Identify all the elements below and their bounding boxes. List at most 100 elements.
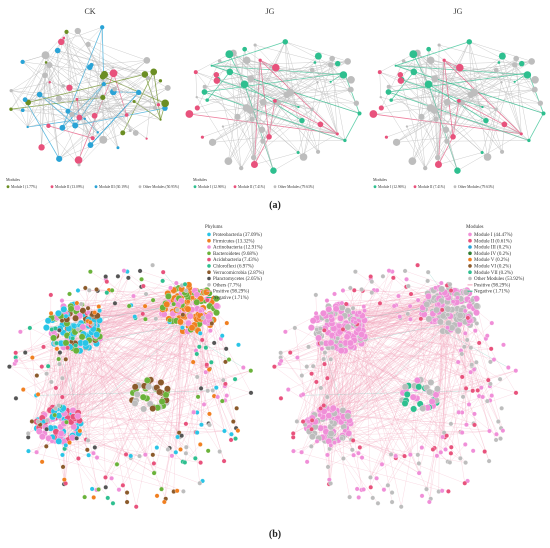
network-node	[431, 75, 438, 82]
network-node	[329, 420, 333, 424]
network-node	[161, 100, 169, 108]
network-node	[326, 306, 332, 312]
network-node	[439, 286, 445, 292]
network-node	[433, 392, 439, 398]
network-edge	[285, 42, 330, 65]
network-node	[474, 303, 480, 309]
network-node	[41, 345, 45, 349]
network-node	[449, 288, 453, 292]
network-node	[225, 393, 229, 397]
network-edge	[502, 124, 504, 151]
network-node	[86, 453, 90, 457]
network-node	[494, 68, 499, 73]
network-node	[18, 330, 22, 334]
legend-swatch	[234, 185, 237, 188]
network-jg-2	[369, 39, 545, 174]
network-node	[329, 314, 333, 318]
network-node	[463, 289, 469, 295]
network-node	[416, 453, 420, 457]
network-node	[391, 276, 395, 280]
network-node	[320, 310, 326, 316]
network-node	[157, 103, 160, 106]
network-node	[260, 139, 265, 144]
legend-label: Other Modules (79.63%)	[278, 185, 315, 189]
network-node	[348, 286, 352, 290]
network-edge	[46, 55, 59, 98]
network-node	[26, 431, 30, 435]
legend-label: Module II (0.61%)	[474, 239, 512, 244]
network-node	[469, 346, 473, 350]
network-node	[14, 396, 18, 400]
legend-label: Module IV (0.2%)	[474, 252, 511, 257]
legend-swatch	[95, 185, 98, 188]
legend-swatch	[468, 233, 472, 237]
network-node	[463, 309, 467, 313]
network-node	[427, 500, 431, 504]
network-node	[458, 456, 462, 460]
legend-swatch	[374, 185, 377, 188]
legend-label: Other Modules (50.95%)	[143, 185, 180, 189]
network-node	[64, 30, 68, 34]
network-node	[485, 334, 489, 338]
network-node	[110, 69, 118, 77]
network-node	[466, 316, 470, 320]
network-node	[196, 96, 198, 98]
legend-label: Module II (13.09%)	[55, 185, 85, 189]
network-node	[222, 125, 224, 127]
network-node	[214, 77, 220, 83]
network-node	[159, 119, 161, 121]
network-node	[162, 500, 166, 504]
network-node	[333, 306, 339, 312]
network-node	[406, 312, 410, 316]
network-node	[295, 355, 299, 359]
network-node	[323, 350, 327, 354]
network-node	[104, 485, 108, 489]
network-node	[195, 430, 199, 434]
network-node	[465, 338, 469, 342]
network-node	[319, 341, 323, 345]
network-node	[440, 489, 444, 493]
network-node	[186, 299, 190, 303]
network-edge	[342, 415, 466, 425]
network-node	[175, 435, 179, 439]
network-node	[190, 295, 194, 299]
network-node	[64, 314, 68, 318]
network-node	[214, 72, 220, 78]
legend-label: Negative (1.71%)	[213, 296, 249, 301]
network-node	[328, 62, 333, 67]
network-edge	[290, 64, 338, 93]
legend-label: Negative (1.71%)	[474, 290, 510, 295]
network-node	[86, 438, 90, 442]
network-node	[171, 302, 175, 306]
network-node	[362, 308, 366, 312]
network-node	[494, 432, 498, 436]
network-node	[79, 302, 83, 306]
network-node	[378, 301, 382, 305]
network-node	[78, 163, 81, 166]
network-node	[61, 306, 67, 312]
network-node	[56, 95, 62, 101]
network-node	[254, 43, 257, 46]
network-node	[416, 298, 420, 302]
network-node	[60, 376, 64, 380]
network-node	[75, 301, 79, 305]
network-node	[498, 377, 502, 381]
network-node	[387, 85, 391, 89]
network-node	[206, 389, 210, 393]
network-node	[343, 429, 347, 433]
network-node	[75, 156, 83, 164]
network-node	[239, 166, 243, 170]
network-node	[426, 389, 432, 395]
network-node	[90, 487, 94, 491]
network-node	[85, 448, 89, 452]
network-node	[144, 377, 150, 383]
legend-swatch	[414, 185, 417, 188]
network-node	[184, 451, 188, 455]
network-node	[174, 450, 178, 454]
network-node	[341, 327, 345, 331]
network-node	[482, 449, 486, 453]
network-node	[132, 384, 138, 390]
network-edge	[263, 140, 345, 141]
network-node	[170, 454, 174, 458]
network-node	[320, 347, 324, 351]
